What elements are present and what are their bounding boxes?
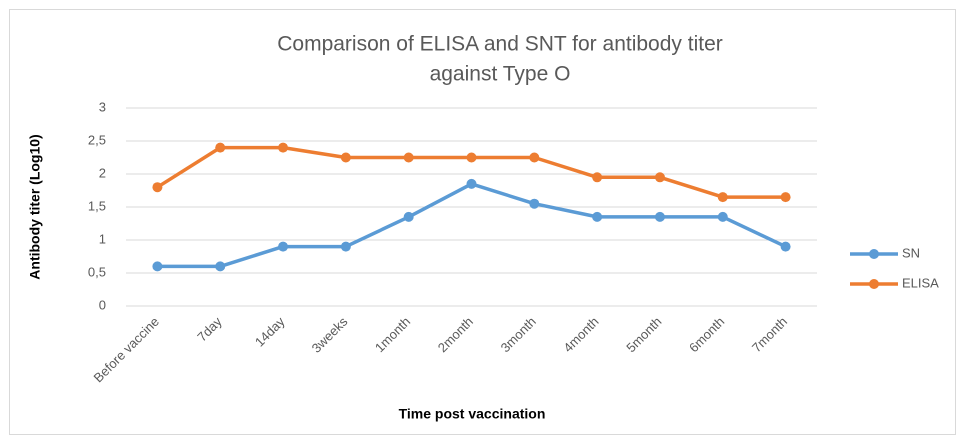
data-point — [403, 152, 414, 163]
legend-marker — [869, 279, 879, 289]
data-point — [654, 172, 665, 183]
y-tick-label: 2,5 — [88, 132, 106, 147]
y-tick-label: 2 — [99, 165, 106, 180]
data-point — [215, 142, 226, 153]
y-tick-label: 3 — [99, 99, 106, 114]
legend-label: SN — [902, 245, 920, 260]
data-point — [592, 211, 603, 222]
chart-border — [9, 9, 956, 435]
x-axis-label: Time post vaccination — [399, 406, 546, 422]
data-point — [717, 192, 728, 203]
y-tick-label: 0 — [99, 297, 106, 312]
y-tick-label: 1,5 — [88, 198, 106, 213]
data-point — [717, 211, 728, 222]
y-tick-label: 1 — [99, 231, 106, 246]
data-point — [152, 261, 163, 272]
chart-title: Comparison of ELISA and SNT for antibody… — [277, 33, 723, 56]
data-point — [780, 192, 791, 203]
legend-marker — [869, 249, 879, 259]
data-point — [403, 211, 414, 222]
data-point — [152, 182, 163, 193]
data-point — [529, 152, 540, 163]
data-point — [340, 152, 351, 163]
data-point — [278, 241, 289, 252]
data-point — [780, 241, 791, 252]
data-point — [340, 241, 351, 252]
y-axis-label: Antibody titer (Log10) — [27, 134, 43, 279]
data-point — [278, 142, 289, 153]
data-point — [529, 198, 540, 209]
y-tick-label: 0,5 — [88, 264, 106, 279]
data-point — [466, 178, 477, 189]
data-point — [466, 152, 477, 163]
data-point — [592, 172, 603, 183]
data-point — [654, 211, 665, 222]
data-point — [215, 261, 226, 272]
legend-label: ELISA — [902, 275, 939, 290]
chart-title: against Type O — [430, 63, 571, 86]
